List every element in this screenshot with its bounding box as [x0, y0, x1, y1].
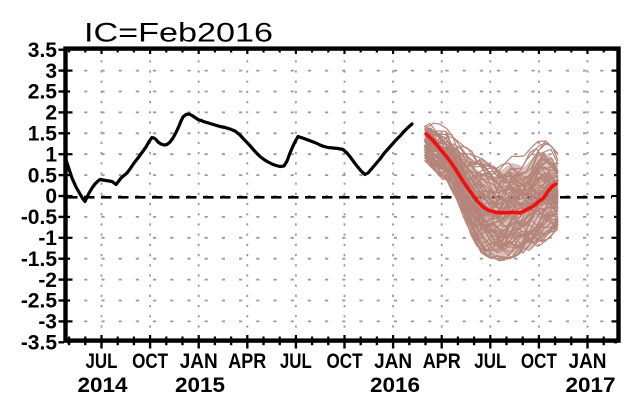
- svg-text:JUL: JUL: [86, 350, 118, 373]
- svg-text:1: 1: [45, 143, 57, 166]
- svg-text:3.5: 3.5: [28, 39, 58, 62]
- svg-text:2015: 2015: [175, 374, 225, 397]
- svg-text:OCT: OCT: [521, 350, 557, 373]
- svg-text:JAN: JAN: [180, 350, 218, 373]
- svg-text:2.5: 2.5: [28, 81, 58, 104]
- svg-text:-0.5: -0.5: [21, 206, 58, 229]
- svg-text:IC=Feb2016: IC=Feb2016: [84, 18, 273, 48]
- svg-text:-3.5: -3.5: [21, 332, 58, 355]
- svg-text:JAN: JAN: [569, 350, 607, 373]
- svg-text:-2.5: -2.5: [21, 290, 58, 313]
- svg-text:-1.5: -1.5: [21, 248, 58, 271]
- svg-text:OCT: OCT: [132, 350, 168, 373]
- svg-text:0.5: 0.5: [28, 164, 58, 187]
- svg-text:JAN: JAN: [374, 350, 412, 373]
- svg-text:2: 2: [45, 102, 57, 125]
- svg-text:2016: 2016: [370, 374, 420, 397]
- svg-text:0: 0: [45, 185, 57, 208]
- svg-text:-2: -2: [38, 269, 57, 292]
- svg-text:OCT: OCT: [327, 350, 363, 373]
- svg-text:JUL: JUL: [474, 350, 506, 373]
- svg-text:2017: 2017: [566, 374, 616, 397]
- svg-text:APR: APR: [228, 350, 266, 373]
- svg-text:2014: 2014: [78, 374, 128, 397]
- svg-text:3: 3: [45, 60, 57, 83]
- svg-text:1.5: 1.5: [28, 123, 58, 146]
- svg-text:JUL: JUL: [280, 350, 312, 373]
- svg-text:-1: -1: [38, 227, 57, 250]
- svg-text:APR: APR: [423, 350, 461, 373]
- svg-text:-3: -3: [38, 311, 57, 334]
